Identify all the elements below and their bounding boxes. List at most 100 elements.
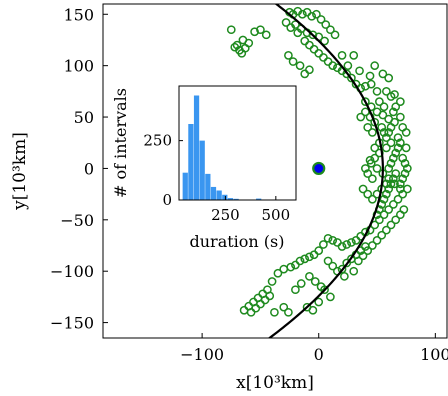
- data-point: [366, 79, 376, 89]
- inset-x-tick-label: 250: [211, 206, 240, 224]
- boundary-curve: [267, 4, 384, 338]
- data-point: [382, 225, 391, 235]
- data-point: [370, 143, 380, 153]
- data-point: [393, 143, 403, 153]
- data-point: [286, 23, 296, 32]
- data-point: [365, 155, 375, 165]
- data-point: [309, 250, 319, 260]
- data-point: [396, 138, 405, 148]
- data-point: [230, 42, 240, 52]
- data-point: [256, 25, 265, 35]
- data-point: [390, 179, 399, 189]
- data-point: [347, 238, 356, 247]
- histogram-bar: [227, 198, 234, 200]
- data-point: [330, 30, 340, 40]
- data-point: [326, 25, 335, 35]
- data-point: [354, 256, 363, 266]
- y-tick-label: −100: [50, 262, 94, 281]
- data-point: [323, 57, 333, 66]
- histogram-bar: [233, 198, 239, 200]
- data-point: [384, 164, 394, 173]
- data-point: [347, 73, 356, 83]
- data-point: [396, 97, 405, 106]
- data-point: [372, 164, 382, 173]
- data-point: [391, 169, 401, 178]
- data-point: [358, 251, 368, 261]
- data-point: [295, 61, 305, 71]
- data-point: [379, 102, 389, 112]
- histogram-bar: [205, 173, 211, 200]
- data-point: [400, 169, 410, 178]
- data-point: [391, 148, 401, 158]
- data-point: [389, 200, 398, 209]
- data-point: [305, 271, 314, 281]
- data-point: [386, 122, 396, 132]
- data-point: [372, 236, 382, 245]
- histogram-bar: [222, 194, 228, 200]
- inset-y-tick-label: 0: [162, 191, 172, 209]
- data-point: [316, 15, 326, 24]
- data-point: [363, 246, 373, 255]
- data-point: [244, 38, 254, 48]
- histogram-bar: [199, 140, 205, 200]
- data-point: [309, 44, 319, 54]
- data-point: [349, 266, 359, 276]
- data-point: [310, 277, 320, 286]
- data-point: [291, 260, 300, 270]
- data-point: [363, 122, 373, 132]
- data-point: [368, 128, 377, 137]
- data-point: [398, 189, 408, 199]
- data-point: [396, 210, 405, 220]
- data-point: [403, 164, 412, 173]
- main-axes-frame: [102, 3, 448, 339]
- data-point: [391, 215, 401, 225]
- data-point: [393, 133, 403, 142]
- data-point: [361, 107, 370, 117]
- data-point: [326, 292, 335, 302]
- data-point: [314, 48, 324, 58]
- data-point: [384, 174, 394, 184]
- data-point: [273, 268, 283, 278]
- histogram-bar: [216, 190, 222, 200]
- inset-x-axis-ticks: 250 500: [211, 196, 290, 224]
- inset-y-axis-ticks: 0 250: [143, 132, 183, 209]
- data-point: [365, 71, 375, 81]
- inset-axes-frame: [178, 85, 297, 201]
- planet-marker: [312, 161, 326, 176]
- data-point: [232, 40, 242, 50]
- data-point: [328, 61, 338, 71]
- data-point: [386, 179, 396, 189]
- data-point: [400, 158, 410, 168]
- data-point: [377, 122, 387, 132]
- histogram-bar: [193, 95, 200, 200]
- data-point: [382, 143, 391, 153]
- data-point: [401, 143, 411, 153]
- y-axis-ticks: −150 −100 −50 0 50 100 150: [50, 5, 108, 333]
- data-point: [337, 51, 347, 60]
- data-point: [265, 291, 275, 301]
- data-point: [279, 302, 289, 312]
- data-point: [403, 184, 412, 194]
- data-point: [296, 279, 306, 288]
- data-point: [291, 285, 300, 295]
- data-point: [270, 307, 279, 317]
- data-point: [342, 240, 352, 249]
- y-tick-label: 100: [63, 57, 94, 76]
- data-point: [261, 30, 271, 40]
- data-point: [351, 236, 361, 245]
- data-point: [361, 164, 370, 173]
- data-point: [226, 25, 236, 35]
- y-tick-label: 150: [63, 5, 94, 24]
- data-point: [321, 20, 331, 29]
- data-point: [284, 307, 293, 317]
- data-point: [340, 271, 349, 281]
- y-axis-label: y[10³km]: [10, 132, 30, 211]
- data-point: [308, 305, 318, 315]
- data-point: [386, 138, 396, 148]
- data-point: [379, 128, 389, 137]
- data-point: [398, 122, 408, 132]
- data-point: [293, 28, 303, 38]
- data-point: [393, 194, 403, 204]
- y-tick-label: −150: [50, 314, 94, 333]
- y-tick-label: 50: [74, 108, 94, 127]
